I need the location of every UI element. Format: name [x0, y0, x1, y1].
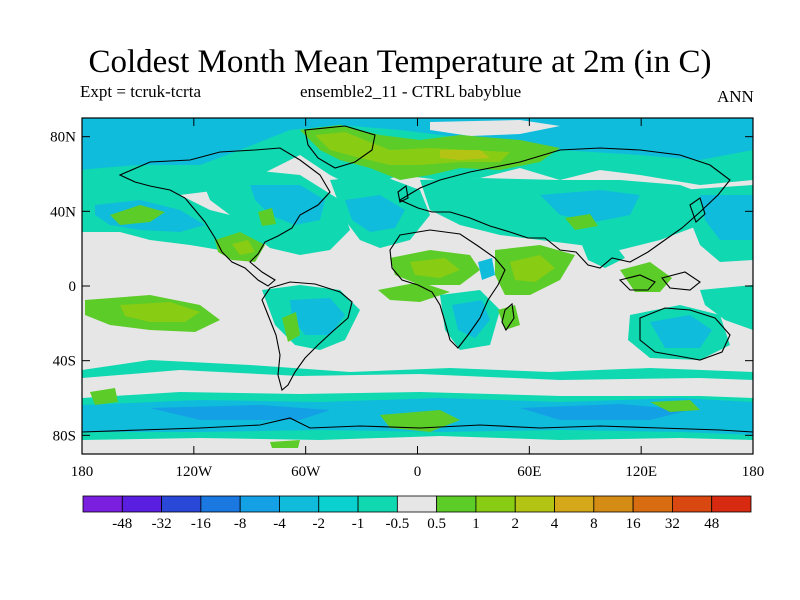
lat-tick-label: 40N — [50, 204, 76, 220]
legend-swatch — [200, 495, 241, 513]
lon-tick-label: 0 — [414, 464, 422, 480]
legend-swatch — [161, 495, 202, 513]
se-asia-warm — [620, 262, 672, 292]
antarctica-neutral — [82, 436, 753, 454]
legend-label: -8 — [234, 516, 247, 532]
ensemble-label: ensemble2_11 - CTRL babyblue — [300, 82, 522, 101]
coastline-south-america — [261, 281, 353, 391]
eurasia-deep — [540, 190, 640, 222]
legend-swatch — [554, 495, 595, 513]
legend-label: 0.5 — [427, 516, 446, 532]
asia-warm-patch — [565, 214, 598, 230]
legend-label: 4 — [551, 516, 559, 532]
lat-tick-label: 0 — [69, 279, 77, 295]
legend-swatch — [82, 495, 123, 513]
arctic-deep-band — [82, 118, 753, 170]
pacific-warm-patch — [110, 205, 165, 225]
canada-warm-patch — [258, 208, 276, 226]
lon-tick-label: 180 — [742, 464, 765, 480]
coastlines — [82, 125, 753, 433]
australia-deep — [650, 315, 712, 348]
southern-africa-deep — [452, 300, 490, 338]
lat-tick-label: 40S — [53, 354, 76, 370]
coastline-british-isles — [397, 185, 409, 203]
legend-label: -0.5 — [385, 516, 409, 532]
south-warm-patch — [90, 388, 118, 405]
legend-label: 1 — [472, 516, 480, 532]
legend-label: -4 — [273, 516, 286, 532]
legend-swatch — [279, 495, 320, 513]
legend-label: 32 — [665, 516, 680, 532]
southern-ocean-strong — [150, 405, 330, 420]
legend-label: -48 — [112, 516, 132, 532]
legend-swatch — [672, 495, 713, 513]
legend-label: 8 — [590, 516, 598, 532]
coastline-africa — [389, 229, 506, 349]
lon-tick-label: 60E — [517, 464, 541, 480]
color-legend: -48 -32 -16 -8 -4 -2 -1 -0.5 0.5 1 2 4 8 16 32 48 — [82, 495, 752, 532]
coastline-greenland — [304, 125, 376, 169]
period-label: ANN — [717, 87, 754, 106]
map-title: Coldest Month Mean Temperature at 2m (in… — [88, 44, 712, 80]
coastline-japan — [689, 197, 706, 223]
north-america-deep — [250, 185, 325, 225]
legend-swatch — [632, 495, 673, 513]
legend-label: -1 — [352, 516, 365, 532]
lon-tick-label: 120E — [625, 464, 657, 480]
south-america-warm — [282, 312, 300, 342]
arabia-warm-core — [510, 255, 555, 282]
legend-swatch — [475, 495, 516, 513]
lon-tick-label: 60W — [291, 464, 321, 480]
legend-swatch — [357, 495, 398, 513]
legend-label: -32 — [152, 516, 172, 532]
coastline-north-america — [118, 147, 331, 287]
south-america-deep — [290, 298, 345, 335]
experiment-label: Expt = tcruk-tcrta — [80, 82, 201, 101]
lon-tick-label: 120W — [175, 464, 213, 480]
legend-swatch — [711, 495, 752, 513]
horn-cool-patch — [478, 258, 495, 280]
legend-swatch — [593, 495, 634, 513]
south-pacific-cool — [700, 285, 753, 330]
south-atlantic-warm — [378, 282, 450, 302]
sahara-warm-core — [410, 258, 460, 278]
coastline-australia — [639, 307, 731, 361]
legend-swatch — [318, 495, 359, 513]
antarctica-warm-patch — [270, 440, 300, 448]
coastline-antarctica — [82, 417, 753, 433]
southern-ocean-neutral — [82, 370, 753, 398]
west-pacific-deep — [700, 195, 753, 240]
arctic-neutral-patch — [430, 120, 560, 136]
siberia-warm-peak — [440, 150, 490, 160]
coastline-eurasia — [398, 147, 731, 269]
legend-label: -2 — [313, 516, 326, 532]
legend-label: 16 — [626, 516, 642, 532]
lat-tick-label: 80N — [50, 130, 76, 146]
equatorial-pacific-core — [120, 302, 200, 322]
legend-swatch — [396, 495, 438, 513]
legend-label: 48 — [704, 516, 719, 532]
axis-ticks: 80N 40N 0 40S 80S 180 120W 60W 0 60E 120E 180 — [50, 118, 764, 480]
coastline-madagascar — [501, 302, 515, 332]
temperature-field — [82, 118, 753, 454]
india-cool — [580, 238, 625, 268]
coastline-maritime-se-asia — [618, 271, 701, 291]
legend-swatch — [239, 495, 280, 513]
antarctic-coast-warm-east — [650, 400, 700, 412]
north-atlantic-deep — [345, 195, 405, 232]
lon-tick-label: 180 — [71, 464, 94, 480]
lat-tick-label: 80S — [53, 428, 76, 444]
legend-swatch — [514, 495, 555, 513]
legend-label: -16 — [191, 516, 211, 532]
madagascar-warm — [498, 305, 520, 330]
legend-swatch — [121, 495, 162, 513]
legend-swatch — [436, 495, 477, 513]
gulf-warm-core — [232, 240, 255, 255]
legend-label: 2 — [511, 516, 519, 532]
southern-ocean-strong-east — [520, 404, 690, 420]
